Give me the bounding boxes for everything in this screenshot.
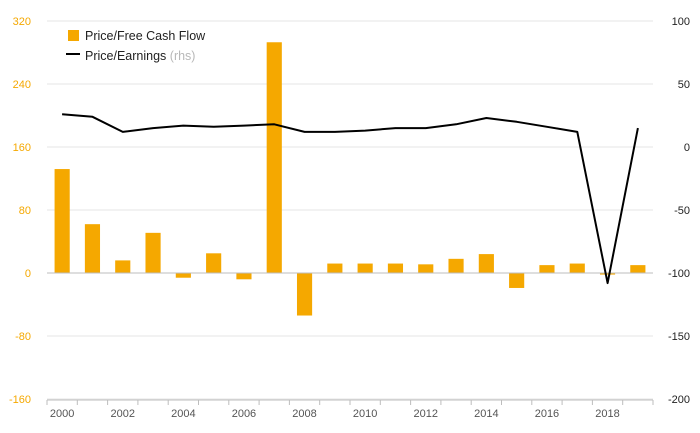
bar <box>296 273 313 316</box>
left-tick-label: -160 <box>9 394 31 406</box>
bar <box>539 265 555 273</box>
right-tick-label: -200 <box>668 394 690 406</box>
left-axis: 320 240 160 80 0 -80 -160 <box>9 16 31 406</box>
right-axis: 100 50 0 -50 -100 -150 -200 <box>668 16 690 406</box>
bar <box>84 224 101 273</box>
bar <box>387 263 404 273</box>
x-tick-label: 2014 <box>474 408 498 420</box>
bar <box>569 263 585 273</box>
x-axis: 2000 2002 2004 2006 2008 2010 2012 2014 2016 2018 <box>46 399 654 420</box>
legend-swatch-bar <box>68 30 79 41</box>
left-tick-label: 80 <box>19 205 31 217</box>
left-tick-label: 240 <box>13 79 31 91</box>
x-tick-label: 2018 <box>595 408 619 420</box>
bar-series <box>54 42 646 316</box>
right-tick-label: -150 <box>668 331 690 343</box>
bar <box>206 253 222 273</box>
left-tick-label: 0 <box>25 268 31 280</box>
right-tick-label: -50 <box>674 205 690 217</box>
x-tick-label: 2006 <box>232 408 256 420</box>
legend: Price/Free Cash Flow Price/Earnings (rhs… <box>66 29 206 63</box>
x-tick-label: 2000 <box>50 408 74 420</box>
right-tick-label: 100 <box>672 16 690 28</box>
legend-label-suffix: (rhs) <box>170 49 196 63</box>
bar <box>266 42 282 274</box>
x-tick-label: 2010 <box>353 408 377 420</box>
x-tick-label: 2008 <box>292 408 316 420</box>
bar <box>630 265 646 273</box>
legend-label: Price/Earnings (rhs) <box>85 49 195 63</box>
bar <box>175 273 191 278</box>
bar <box>599 273 616 275</box>
bar <box>509 273 525 288</box>
x-tick-label: 2002 <box>111 408 135 420</box>
right-tick-label: 0 <box>684 142 690 154</box>
bar <box>357 263 373 273</box>
bar <box>418 264 434 273</box>
right-tick-label: 50 <box>678 79 690 91</box>
x-tick-label: 2012 <box>414 408 438 420</box>
series-line <box>62 113 639 285</box>
bar <box>145 232 161 273</box>
grid-lines <box>47 20 653 400</box>
line-series <box>62 113 639 285</box>
bar <box>115 260 131 273</box>
x-tick-label: 2016 <box>535 408 559 420</box>
bar <box>54 169 70 273</box>
left-tick-label: 160 <box>13 142 31 154</box>
left-tick-label: -80 <box>15 331 31 343</box>
bar <box>448 258 464 273</box>
legend-label-text: Price/Earnings <box>85 49 166 63</box>
bar <box>478 254 494 273</box>
bar <box>327 263 343 273</box>
legend-label: Price/Free Cash Flow <box>85 29 206 43</box>
left-tick-label: 320 <box>13 16 31 28</box>
right-tick-label: -100 <box>668 268 690 280</box>
bar <box>236 273 252 280</box>
x-tick-label: 2004 <box>171 408 195 420</box>
